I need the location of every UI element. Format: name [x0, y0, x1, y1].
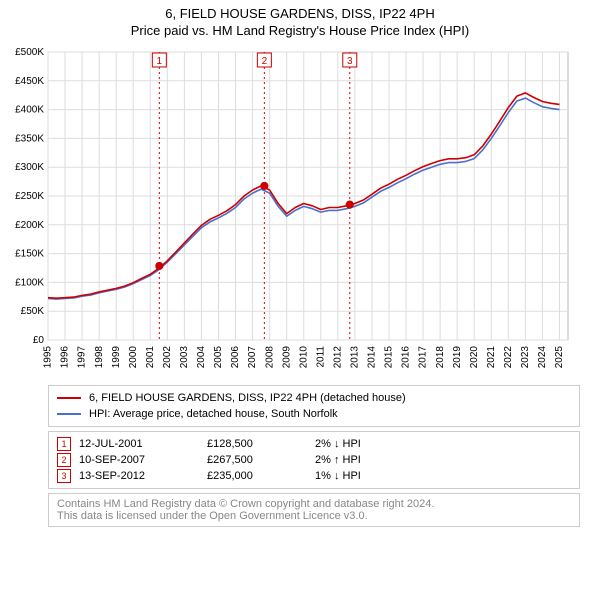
- svg-text:2000: 2000: [128, 346, 139, 369]
- svg-text:2007: 2007: [247, 346, 258, 369]
- svg-text:1997: 1997: [77, 346, 88, 369]
- svg-text:2008: 2008: [264, 346, 275, 369]
- legend-swatch-property: [57, 397, 81, 399]
- chart-container: £0 £50K £100K £150K £200K £250K £300K £350K £400…: [0, 44, 600, 379]
- svg-text:1996: 1996: [60, 346, 71, 369]
- svg-text:1998: 1998: [94, 346, 105, 369]
- svg-text:£500K: £500K: [15, 47, 44, 58]
- transaction-delta: 2% ↑ HPI: [315, 452, 415, 468]
- svg-text:£450K: £450K: [15, 76, 44, 87]
- transaction-date: 13-SEP-2012: [79, 468, 199, 484]
- transaction-price: £235,000: [207, 468, 307, 484]
- svg-text:2015: 2015: [384, 346, 395, 369]
- svg-text:2025: 2025: [554, 346, 565, 369]
- transaction-marker-1: 1: [57, 437, 71, 451]
- transaction-delta: 2% ↓ HPI: [315, 436, 415, 452]
- svg-text:3: 3: [347, 56, 353, 67]
- svg-text:£300K: £300K: [15, 162, 44, 173]
- svg-text:2021: 2021: [486, 346, 497, 369]
- svg-text:1999: 1999: [111, 346, 122, 369]
- svg-text:2003: 2003: [179, 346, 190, 369]
- chart-subtitle: Price paid vs. HM Land Registry's House …: [0, 23, 600, 38]
- transaction-date: 10-SEP-2007: [79, 452, 199, 468]
- svg-text:2012: 2012: [332, 346, 343, 369]
- transaction-row: 1 12-JUL-2001 £128,500 2% ↓ HPI: [57, 436, 571, 452]
- svg-text:£150K: £150K: [15, 249, 44, 260]
- svg-text:£350K: £350K: [15, 133, 44, 144]
- svg-text:2023: 2023: [520, 346, 531, 369]
- svg-text:2: 2: [262, 56, 268, 67]
- svg-text:2009: 2009: [281, 346, 292, 369]
- attribution: Contains HM Land Registry data © Crown c…: [48, 493, 580, 527]
- svg-text:2013: 2013: [350, 346, 361, 369]
- chart-title: 6, FIELD HOUSE GARDENS, DISS, IP22 4PH: [0, 6, 600, 21]
- svg-text:2019: 2019: [452, 346, 463, 369]
- transactions: 1 12-JUL-2001 £128,500 2% ↓ HPI 2 10-SEP…: [48, 431, 580, 489]
- svg-text:2016: 2016: [401, 346, 412, 369]
- legend-label-hpi: HPI: Average price, detached house, Sout…: [89, 406, 338, 422]
- svg-text:1: 1: [157, 56, 163, 67]
- attribution-line1: Contains HM Land Registry data © Crown c…: [57, 498, 571, 510]
- transaction-marker-2: 2: [57, 453, 71, 467]
- svg-text:2010: 2010: [298, 346, 309, 369]
- svg-text:2011: 2011: [315, 346, 326, 368]
- svg-text:£200K: £200K: [15, 220, 44, 231]
- transaction-price: £267,500: [207, 452, 307, 468]
- attribution-line2: This data is licensed under the Open Gov…: [57, 510, 571, 522]
- transaction-date: 12-JUL-2001: [79, 436, 199, 452]
- svg-text:1995: 1995: [43, 346, 54, 369]
- transaction-row: 3 13-SEP-2012 £235,000 1% ↓ HPI: [57, 468, 571, 484]
- svg-text:£100K: £100K: [15, 277, 44, 288]
- transaction-row: 2 10-SEP-2007 £267,500 2% ↑ HPI: [57, 452, 571, 468]
- svg-text:2004: 2004: [196, 346, 207, 369]
- svg-text:2022: 2022: [503, 346, 514, 369]
- svg-text:2001: 2001: [145, 346, 156, 369]
- line-chart: £0 £50K £100K £150K £200K £250K £300K £350K £400…: [0, 44, 580, 374]
- legend-label-property: 6, FIELD HOUSE GARDENS, DISS, IP22 4PH (…: [89, 390, 406, 406]
- svg-text:£250K: £250K: [15, 191, 44, 202]
- legend-item-hpi: HPI: Average price, detached house, Sout…: [57, 406, 571, 422]
- legend-swatch-hpi: [57, 413, 81, 415]
- svg-text:2002: 2002: [162, 346, 173, 369]
- transaction-marker-3: 3: [57, 469, 71, 483]
- svg-text:£50K: £50K: [21, 306, 45, 317]
- svg-text:2014: 2014: [367, 346, 378, 369]
- svg-text:2018: 2018: [435, 346, 446, 369]
- chart-title-block: 6, FIELD HOUSE GARDENS, DISS, IP22 4PH P…: [0, 0, 600, 38]
- svg-text:2024: 2024: [537, 346, 548, 369]
- legend: 6, FIELD HOUSE GARDENS, DISS, IP22 4PH (…: [48, 385, 580, 427]
- svg-text:2006: 2006: [230, 346, 241, 369]
- transaction-price: £128,500: [207, 436, 307, 452]
- legend-item-property: 6, FIELD HOUSE GARDENS, DISS, IP22 4PH (…: [57, 390, 571, 406]
- svg-text:£0: £0: [33, 335, 45, 346]
- svg-text:2020: 2020: [469, 346, 480, 369]
- svg-text:2005: 2005: [213, 346, 224, 369]
- svg-text:2017: 2017: [418, 346, 429, 369]
- svg-text:£400K: £400K: [15, 105, 44, 116]
- transaction-delta: 1% ↓ HPI: [315, 468, 415, 484]
